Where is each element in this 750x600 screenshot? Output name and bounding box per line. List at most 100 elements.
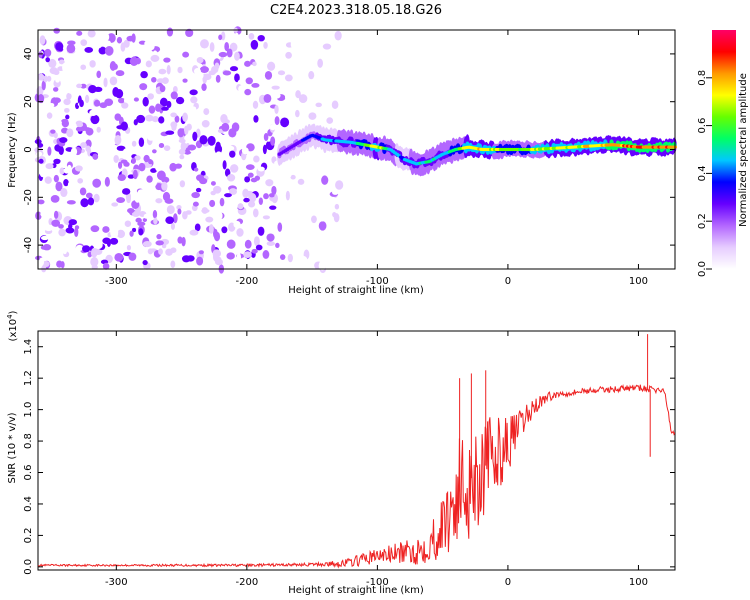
spectrogram-cell xyxy=(182,112,188,122)
spectrogram-cell xyxy=(313,83,319,92)
spectrogram-cell xyxy=(317,205,323,215)
spectrogram-cell xyxy=(37,73,45,81)
colorbar-ticks: 0.0 0.2 0.4 0.6 0.8 xyxy=(697,70,712,277)
spectrogram-cell xyxy=(44,48,52,57)
spectrogram-cell xyxy=(277,70,286,76)
spectrogram-cell xyxy=(318,260,327,271)
spectrogram-cell xyxy=(53,210,59,219)
spectrogram-cell xyxy=(241,147,249,155)
spectrogram-cell xyxy=(142,253,151,261)
spectrogram-cell xyxy=(76,30,83,36)
spectrogram-cell xyxy=(262,144,267,155)
spectrogram-cell xyxy=(263,41,268,49)
spectrogram-cell xyxy=(214,231,221,242)
spectrogram-cell xyxy=(39,257,45,266)
spectrogram-cell xyxy=(117,174,126,181)
spectrogram-cell xyxy=(148,43,155,51)
spectrogram-cell xyxy=(62,62,68,73)
spectrogram-cell xyxy=(161,106,169,111)
spectrogram-cell xyxy=(103,33,110,42)
spectrogram-cell xyxy=(38,158,44,164)
spectrogram-cell xyxy=(101,164,108,172)
spectrogram-cell xyxy=(255,244,263,251)
spectrogram-cell xyxy=(68,219,78,226)
spectrogram-cell xyxy=(335,180,344,190)
spectrogram-cell xyxy=(212,249,222,258)
spectrogram-cell xyxy=(274,104,279,114)
snr-ytick-label: 0.4 xyxy=(23,496,34,512)
spectrogram-cell xyxy=(177,66,183,74)
spectrogram-cell xyxy=(172,44,180,54)
spectrogram-cell xyxy=(248,32,255,40)
spectrogram-cell xyxy=(156,233,162,240)
spectrogram-cell xyxy=(166,27,174,37)
spectrogram-cell xyxy=(140,70,148,79)
spectrogram-cell xyxy=(96,70,102,79)
spectrogram-cell xyxy=(257,166,265,172)
spectrogram-cell xyxy=(79,187,87,196)
spectrogram-cell xyxy=(214,62,220,70)
spectrogram-cell xyxy=(48,58,57,68)
spectrogram-cell xyxy=(138,137,145,147)
spectrogram-cell xyxy=(221,226,228,234)
spectrogram-cell xyxy=(79,99,84,108)
spectrogram-cell xyxy=(224,193,232,198)
spectrogram-cell xyxy=(226,239,236,249)
spectrogram-cell xyxy=(191,192,201,199)
spectrogram-cell xyxy=(132,227,137,233)
spectrogram-cell xyxy=(279,254,286,260)
spectrogram-cell xyxy=(215,74,221,83)
spectrogram-cell xyxy=(182,211,188,220)
spectrogram-cell xyxy=(124,211,130,221)
spectrogram-cell xyxy=(36,151,43,157)
spectrogram-cell xyxy=(90,225,100,233)
spectrogram-cell xyxy=(158,142,165,148)
spectrogram-cell xyxy=(87,197,95,206)
spectrogram-cell xyxy=(76,83,83,89)
spectrogram-cell xyxy=(75,126,84,132)
spectrogram-cell xyxy=(82,245,91,253)
spectrogram-cell xyxy=(176,204,182,210)
spectrogram-cell xyxy=(221,122,230,132)
spectrogram-cell xyxy=(137,221,146,227)
spectrogram-xtick-label: 0 xyxy=(505,276,511,287)
spectrogram-cell xyxy=(98,91,108,101)
spectrogram-cell xyxy=(175,96,185,105)
spectrogram-cell xyxy=(66,200,76,205)
spectrogram-cell xyxy=(80,39,88,46)
spectrogram-cell xyxy=(120,42,126,52)
spectrogram-cell xyxy=(230,95,239,102)
spectrogram-cell xyxy=(159,85,166,93)
spectrogram-cell xyxy=(114,252,124,262)
spectrogram-cell xyxy=(99,102,108,109)
spectrogram-cell xyxy=(150,168,157,173)
snr-xtick-label: 100 xyxy=(629,577,648,588)
spectrogram-cell xyxy=(177,236,183,244)
spectrogram-cell xyxy=(38,67,44,74)
spectrogram-cell xyxy=(228,128,237,138)
spectrogram-cell xyxy=(173,213,178,224)
spectrogram-cell xyxy=(51,219,61,227)
spectrogram-cell xyxy=(37,199,45,205)
spectrogram-cell xyxy=(118,161,123,169)
snr-ytick-label: 1.0 xyxy=(23,402,34,418)
spectrogram-cell xyxy=(177,208,182,215)
spectrogram-cell xyxy=(121,102,129,109)
spectrogram-cell xyxy=(123,87,132,95)
spectrogram-cell xyxy=(142,241,152,248)
spectrogram-cell xyxy=(267,61,276,71)
spectrogram-cell xyxy=(238,242,247,249)
spectrogram-cell xyxy=(221,237,227,242)
spectrogram-cell xyxy=(263,133,269,142)
spectrogram-cell xyxy=(77,178,84,184)
spectrogram-cell xyxy=(251,82,260,88)
spectrogram-cell xyxy=(131,157,136,164)
spectrogram-cell xyxy=(87,251,93,258)
spectrogram-cell xyxy=(318,221,327,231)
colorbar: 0.0 0.2 0.4 0.6 0.8 Normalized spectral ampl… xyxy=(697,30,749,277)
spectrogram-cell xyxy=(334,203,340,210)
spectrogram-cell xyxy=(83,127,91,132)
spectrogram-cell xyxy=(38,51,43,59)
spectrogram-cell xyxy=(210,181,216,186)
spectrogram-cell xyxy=(115,70,125,77)
